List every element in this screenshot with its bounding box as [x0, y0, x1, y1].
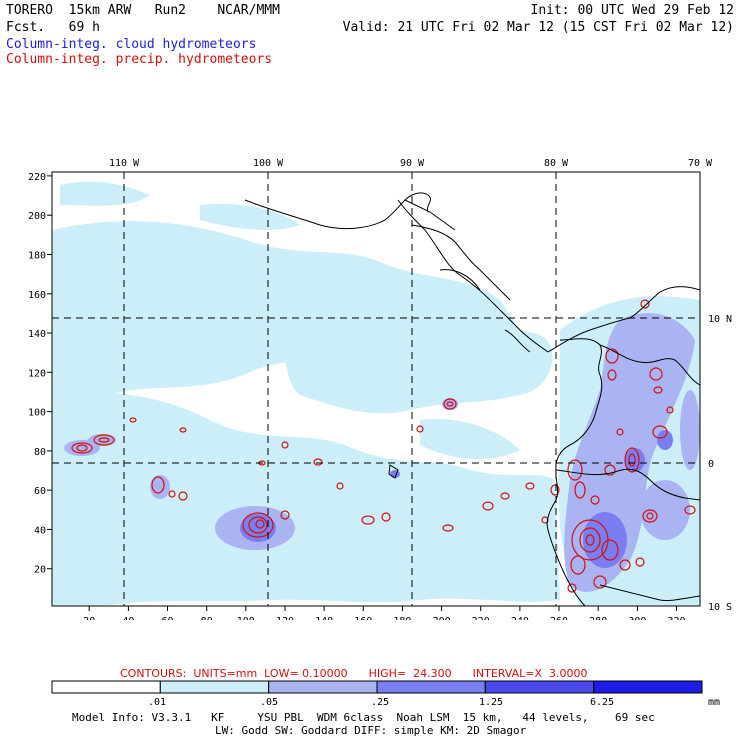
- y-index-ticks: 20 40 60 80 100 120 140 160 180 200 220: [28, 172, 52, 576]
- lon-labels: 110 W 100 W 90 W 80 W 70 W: [109, 158, 713, 169]
- colorbar-labels: .01 .05 .25 1.25 6.25 mm: [148, 697, 720, 708]
- x-index-ticks: 20 40 60 80 100 120 140 160 180 200 220 240 260 280 30…: [83, 606, 686, 620]
- colorbar-box: [593, 680, 703, 694]
- model-title: TORERO 15km ARW Run2 NCAR/MMM: [6, 3, 280, 18]
- colorbar-box: [268, 680, 378, 694]
- colorbar-unit: mm: [708, 697, 720, 708]
- colorbar-box: [484, 680, 595, 694]
- y-tick-label: 60: [34, 486, 46, 497]
- colorbar-label: 6.25: [590, 697, 614, 708]
- valid-time: Valid: 21 UTC Fri 02 Mar 12 (15 CST Fri …: [342, 20, 734, 35]
- x-tick-label: 40: [122, 616, 134, 620]
- colorbar-label: .25: [371, 697, 389, 708]
- model-physics: LW: Godd SW: Goddard DIFF: simple KM: 2D…: [215, 724, 527, 737]
- lat-labels: 10 N 0 10 S: [708, 314, 732, 613]
- lat-label: 10 N: [708, 314, 732, 325]
- lat-label: 0: [708, 459, 714, 470]
- x-tick-label: 260: [550, 616, 568, 620]
- forecast-hour: Fcst. 69 h: [6, 20, 100, 35]
- y-tick-label: 160: [28, 290, 46, 301]
- y-tick-label: 220: [28, 172, 46, 183]
- x-tick-label: 60: [161, 616, 173, 620]
- lon-label: 100 W: [253, 158, 284, 169]
- x-tick-label: 220: [472, 616, 490, 620]
- x-tick-label: 200: [433, 616, 451, 620]
- colorbar: .01 .05 .25 1.25 6.25 mm: [51, 680, 720, 708]
- colorbar-box: [51, 680, 161, 694]
- colorbar-label: .05: [260, 697, 278, 708]
- x-tick-label: 20: [83, 616, 95, 620]
- lon-label: 80 W: [544, 158, 569, 169]
- y-tick-label: 120: [28, 368, 46, 379]
- colorbar-label: .01: [148, 697, 166, 708]
- x-tick-label: 300: [628, 616, 646, 620]
- colorbar-box: [376, 680, 486, 694]
- colorbar-boxes: [51, 680, 703, 694]
- model-info: Model Info: V3.3.1 KF YSU PBL WDM 6class…: [72, 711, 655, 724]
- lon-label: 110 W: [109, 158, 140, 169]
- lon-label: 90 W: [400, 158, 425, 169]
- weather-map: 110 W 100 W 90 W 80 W 70 W 10 N 0 10 S 2…: [28, 158, 732, 620]
- lat-label: 10 S: [708, 602, 732, 613]
- y-tick-label: 200: [28, 211, 46, 222]
- precip-contours: [71, 299, 696, 593]
- x-tick-label: 160: [354, 616, 372, 620]
- y-tick-label: 20: [34, 565, 46, 576]
- y-tick-label: 180: [28, 251, 46, 262]
- lon-label: 70 W: [688, 158, 713, 169]
- init-time: Init: 00 UTC Wed 29 Feb 12: [530, 3, 735, 18]
- y-tick-label: 100: [28, 408, 46, 419]
- plot-frame: [51, 171, 701, 607]
- x-tick-label: 280: [589, 616, 607, 620]
- x-tick-label: 100: [237, 616, 255, 620]
- x-tick-label: 80: [201, 616, 213, 620]
- colorbar-label: 1.25: [479, 697, 503, 708]
- legend-cloud-hydrometeors: Column-integ. cloud hydrometeors: [6, 37, 257, 52]
- x-tick-label: 320: [667, 616, 685, 620]
- x-tick-label: 240: [511, 616, 529, 620]
- legend-precip-hydrometeors: Column-integ. precip. hydrometeors: [6, 52, 273, 67]
- x-tick-label: 180: [393, 616, 411, 620]
- x-tick-label: 140: [315, 616, 333, 620]
- y-tick-label: 80: [34, 447, 46, 458]
- latlon-grid: [52, 172, 700, 606]
- contour-info: CONTOURS: UNITS=mm LOW= 0.10000 HIGH= 24…: [120, 667, 588, 680]
- colorbar-box: [159, 680, 270, 694]
- x-tick-label: 120: [276, 616, 294, 620]
- y-tick-label: 140: [28, 329, 46, 340]
- y-tick-label: 40: [34, 525, 46, 536]
